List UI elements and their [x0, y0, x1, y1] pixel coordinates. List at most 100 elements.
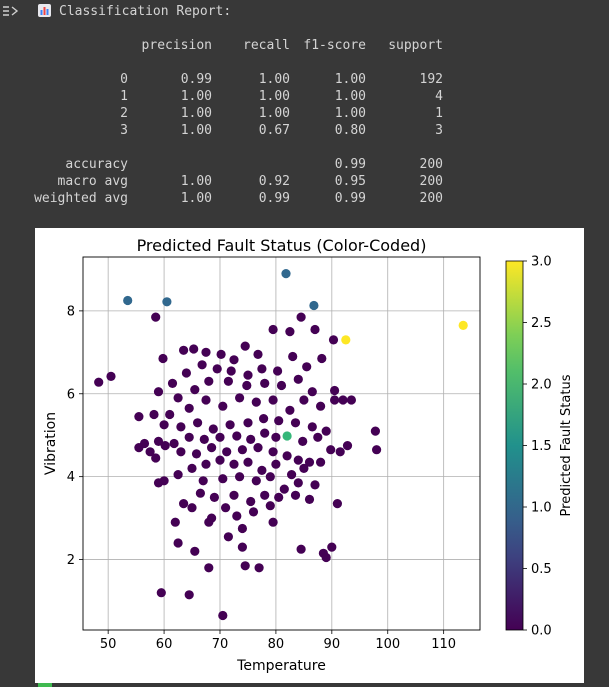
data-point — [321, 426, 331, 436]
data-point — [302, 362, 312, 372]
report-class-row-f1-score: 1.00 — [334, 89, 366, 104]
data-point — [282, 431, 292, 441]
colorbar-tick-label: 1.5 — [531, 439, 552, 454]
data-point — [204, 517, 214, 527]
scatter-plot-panel: 50 60 70 80 90 100 110 2 4 6 8 Predicted Fault Stat… — [35, 228, 584, 683]
data-point — [197, 360, 207, 370]
data-point — [184, 432, 194, 442]
data-point — [191, 449, 202, 459]
colorbar-tick-label: 3.0 — [531, 255, 552, 270]
colorbar-label: Predicted Fault Status — [559, 374, 574, 516]
report-title-line: Classification Report: — [38, 3, 231, 20]
data-point — [243, 457, 253, 467]
report-class-row-f1-score: 0.80 — [334, 123, 366, 138]
data-point — [193, 418, 203, 428]
data-point — [260, 378, 270, 388]
report-class-row-precision: 1.00 — [180, 123, 212, 138]
report-class-row-support: 1 — [435, 106, 443, 121]
data-point — [330, 385, 340, 396]
report-summary-row-label: macro avg — [57, 174, 128, 189]
data-point — [195, 488, 205, 498]
data-point — [218, 610, 228, 621]
data-point — [342, 441, 353, 451]
data-point — [268, 395, 278, 405]
data-point — [134, 443, 144, 453]
data-point — [299, 395, 309, 405]
data-point — [216, 349, 226, 359]
report-header-cell: precision — [141, 38, 212, 53]
data-point — [328, 335, 339, 345]
data-point — [271, 432, 281, 442]
data-point — [293, 374, 303, 384]
report-class-row-f1-score: 1.00 — [334, 106, 366, 121]
report-summary-row-support: 200 — [419, 174, 443, 189]
report-header-row: precision recall f1-score support — [20, 37, 600, 54]
data-point — [173, 470, 183, 480]
data-point — [307, 422, 317, 432]
report-summary-row-f1-score: 0.99 — [334, 157, 366, 172]
data-point — [181, 368, 191, 378]
data-point — [145, 447, 155, 457]
y-tick-label: 6 — [67, 387, 75, 402]
report-class-row-support: 3 — [435, 123, 443, 138]
data-point — [134, 412, 144, 422]
report-summary-row: weighted avg 1.00 0.99 0.99 200 — [20, 190, 600, 207]
data-point — [156, 588, 166, 598]
report-class-row-recall: 1.00 — [258, 106, 290, 121]
data-point — [279, 484, 289, 494]
data-point — [187, 463, 197, 473]
data-point — [209, 492, 219, 502]
data-point — [237, 542, 247, 552]
data-point — [341, 335, 351, 345]
report-class-row-recall: 0.67 — [258, 123, 290, 138]
data-point — [298, 436, 308, 446]
data-point — [173, 393, 183, 403]
data-point — [160, 441, 170, 451]
data-point — [257, 364, 267, 374]
data-point — [151, 453, 161, 463]
data-point — [257, 465, 267, 475]
report-summary-row-label: accuracy — [65, 157, 128, 172]
expand-output-icon[interactable] — [2, 4, 20, 18]
bar-chart-icon — [38, 4, 51, 17]
data-point — [288, 351, 298, 362]
report-summary-row-support: 200 — [419, 191, 443, 206]
data-point — [293, 478, 303, 488]
x-tick-label: 70 — [212, 637, 229, 652]
data-point — [123, 295, 133, 306]
data-point — [190, 385, 200, 395]
data-point — [229, 459, 239, 469]
data-point — [153, 436, 164, 446]
data-point — [273, 366, 283, 376]
data-point — [316, 457, 326, 467]
data-point — [285, 327, 295, 337]
data-point — [184, 403, 194, 413]
data-point — [212, 364, 222, 374]
data-point — [173, 538, 183, 548]
data-point — [287, 470, 297, 480]
data-point — [335, 447, 345, 457]
report-title: Classification Report: — [59, 4, 232, 19]
report-summary-row-support: 200 — [419, 157, 443, 172]
data-point — [304, 457, 315, 467]
data-point — [240, 341, 250, 351]
data-point — [94, 377, 104, 387]
data-point — [458, 320, 468, 330]
data-point — [106, 371, 116, 381]
data-point — [215, 432, 225, 442]
report-class-row-recall: 1.00 — [258, 72, 290, 87]
report-summary-row-precision: 1.00 — [180, 191, 212, 206]
y-tick-label: 4 — [67, 470, 75, 485]
data-point — [276, 380, 287, 391]
data-point — [167, 378, 178, 388]
data-point — [370, 426, 380, 436]
report-class-row-support: 192 — [419, 72, 443, 87]
report-class-row-label: 0 — [120, 72, 128, 87]
data-point — [332, 499, 342, 509]
report-class-row-precision: 0.99 — [180, 72, 212, 87]
data-point — [243, 418, 253, 428]
data-point — [223, 532, 233, 542]
x-tick-label: 50 — [100, 637, 117, 652]
report-header-cell: support — [388, 38, 443, 53]
data-point — [151, 312, 161, 322]
